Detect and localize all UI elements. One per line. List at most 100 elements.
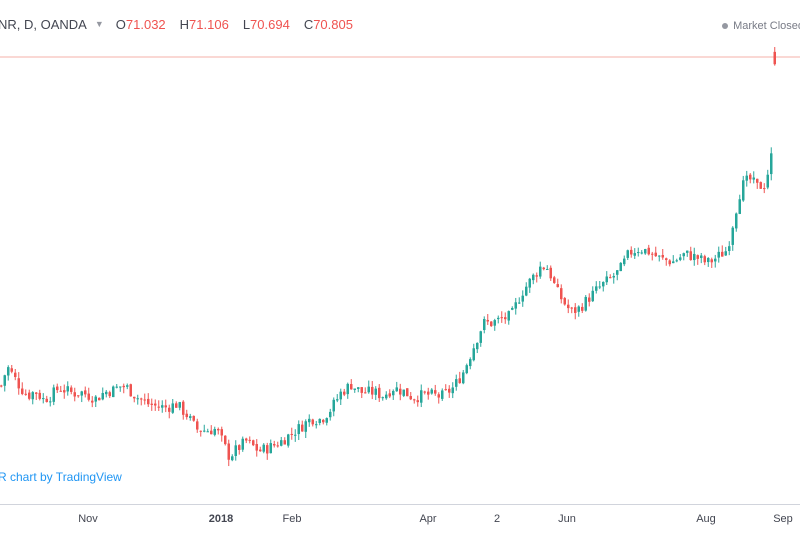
- candle[interactable]: [724, 246, 728, 256]
- candle[interactable]: [322, 418, 325, 425]
- candle[interactable]: [728, 241, 731, 256]
- candle[interactable]: [616, 269, 619, 281]
- candle[interactable]: [164, 399, 168, 413]
- candle[interactable]: [560, 284, 563, 304]
- candle[interactable]: [276, 441, 280, 448]
- candle[interactable]: [570, 306, 574, 314]
- candle[interactable]: [381, 396, 385, 401]
- candle[interactable]: [696, 254, 700, 265]
- candle[interactable]: [633, 248, 637, 259]
- candle[interactable]: [742, 175, 745, 202]
- candle[interactable]: [129, 383, 133, 397]
- candle[interactable]: [203, 424, 206, 433]
- candle[interactable]: [199, 430, 203, 437]
- candle[interactable]: [385, 391, 388, 400]
- candle[interactable]: [66, 381, 70, 396]
- candle[interactable]: [318, 418, 322, 426]
- candle[interactable]: [364, 387, 367, 394]
- candle[interactable]: [392, 389, 395, 400]
- candle[interactable]: [766, 169, 770, 190]
- candle[interactable]: [269, 439, 273, 454]
- candle[interactable]: [658, 255, 661, 262]
- candle[interactable]: [185, 409, 189, 420]
- candle[interactable]: [252, 439, 255, 447]
- candle[interactable]: [752, 171, 756, 184]
- candle[interactable]: [122, 383, 126, 394]
- candle[interactable]: [605, 271, 609, 285]
- candle[interactable]: [542, 266, 546, 271]
- candle[interactable]: [94, 395, 98, 407]
- candle[interactable]: [423, 390, 427, 395]
- candle[interactable]: [665, 257, 668, 266]
- candle[interactable]: [133, 396, 136, 403]
- candle[interactable]: [52, 384, 56, 406]
- candle[interactable]: [371, 381, 374, 400]
- candle[interactable]: [70, 385, 73, 395]
- candle[interactable]: [224, 435, 227, 446]
- candle[interactable]: [56, 383, 59, 393]
- candle[interactable]: [283, 437, 287, 445]
- candle[interactable]: [651, 251, 654, 261]
- candle[interactable]: [84, 386, 87, 398]
- candle[interactable]: [248, 436, 252, 444]
- candle[interactable]: [486, 314, 490, 325]
- candle[interactable]: [280, 436, 283, 447]
- candle[interactable]: [24, 389, 28, 396]
- candle[interactable]: [143, 393, 147, 405]
- candle[interactable]: [686, 250, 689, 257]
- candle[interactable]: [609, 274, 612, 279]
- candle[interactable]: [472, 343, 476, 362]
- candle[interactable]: [644, 248, 647, 255]
- candle[interactable]: [434, 384, 437, 396]
- candle[interactable]: [770, 147, 773, 181]
- candle[interactable]: [416, 395, 420, 407]
- candle[interactable]: [700, 252, 703, 264]
- candle[interactable]: [759, 181, 763, 189]
- candle[interactable]: [693, 247, 696, 266]
- candle[interactable]: [360, 386, 364, 399]
- candle[interactable]: [395, 381, 399, 392]
- candle[interactable]: [462, 369, 465, 385]
- candle[interactable]: [546, 265, 549, 271]
- candle[interactable]: [42, 393, 45, 404]
- candle[interactable]: [304, 419, 308, 439]
- candle[interactable]: [640, 250, 644, 255]
- candle[interactable]: [262, 443, 266, 454]
- candle[interactable]: [10, 365, 14, 374]
- candle[interactable]: [273, 440, 276, 448]
- candle[interactable]: [731, 226, 735, 251]
- candle[interactable]: [220, 426, 224, 442]
- candle[interactable]: [602, 281, 605, 292]
- candle[interactable]: [595, 281, 598, 294]
- candle[interactable]: [315, 420, 318, 429]
- candle[interactable]: [612, 272, 616, 284]
- candle[interactable]: [3, 374, 7, 392]
- candle[interactable]: [623, 255, 626, 267]
- candle[interactable]: [175, 401, 178, 408]
- candle[interactable]: [77, 395, 80, 398]
- candle[interactable]: [87, 387, 91, 402]
- candle[interactable]: [0, 384, 3, 388]
- candle[interactable]: [234, 440, 238, 461]
- candle[interactable]: [357, 387, 360, 393]
- candle[interactable]: [483, 316, 486, 334]
- candle[interactable]: [738, 194, 742, 215]
- candle[interactable]: [259, 446, 262, 452]
- candle[interactable]: [150, 398, 154, 411]
- symbol-label[interactable]: NR, D, OANDA: [0, 16, 87, 32]
- candle[interactable]: [339, 388, 343, 406]
- candle[interactable]: [28, 389, 31, 401]
- candle[interactable]: [675, 258, 679, 263]
- candle[interactable]: [763, 183, 766, 194]
- candle[interactable]: [563, 296, 567, 306]
- candle[interactable]: [427, 387, 430, 400]
- candle[interactable]: [7, 365, 10, 381]
- candle[interactable]: [388, 389, 392, 399]
- candle[interactable]: [441, 388, 444, 401]
- candle[interactable]: [343, 388, 346, 397]
- candle[interactable]: [206, 428, 210, 433]
- candle[interactable]: [14, 369, 17, 381]
- candle[interactable]: [45, 395, 49, 403]
- candle[interactable]: [266, 442, 269, 460]
